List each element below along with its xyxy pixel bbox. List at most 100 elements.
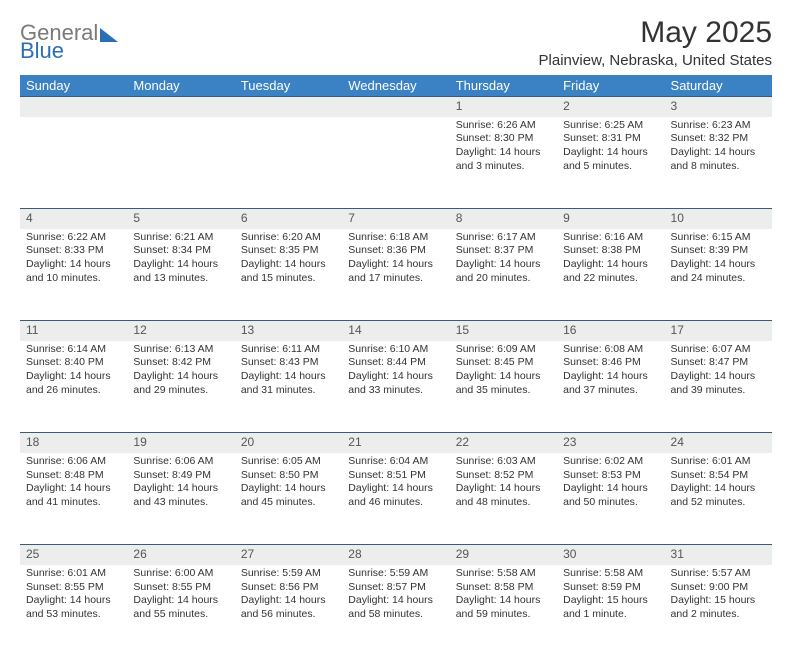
day-number-row: 123	[20, 97, 772, 117]
day-detail-cell: Sunrise: 6:13 AMSunset: 8:42 PMDaylight:…	[127, 341, 234, 433]
day-detail-cell: Sunrise: 6:23 AMSunset: 8:32 PMDaylight:…	[665, 117, 772, 209]
sunset-text: Sunset: 8:55 PM	[133, 581, 228, 595]
day-header: Sunday	[20, 75, 127, 97]
day-number-cell: 1	[450, 97, 557, 117]
daylight-text: Daylight: 14 hours	[241, 482, 336, 496]
sunset-text: Sunset: 8:48 PM	[26, 469, 121, 483]
daylight-text: Daylight: 14 hours	[456, 482, 551, 496]
sunrise-text: Sunrise: 6:01 AM	[671, 455, 766, 469]
sunrise-text: Sunrise: 6:20 AM	[241, 231, 336, 245]
day-number-cell: 26	[127, 545, 234, 565]
day-detail-cell: Sunrise: 6:26 AMSunset: 8:30 PMDaylight:…	[450, 117, 557, 209]
day-detail-cell: Sunrise: 6:10 AMSunset: 8:44 PMDaylight:…	[342, 341, 449, 433]
daylight-text: Daylight: 14 hours	[133, 370, 228, 384]
day-detail-cell: Sunrise: 6:16 AMSunset: 8:38 PMDaylight:…	[557, 229, 664, 321]
day-detail-cell: Sunrise: 6:25 AMSunset: 8:31 PMDaylight:…	[557, 117, 664, 209]
sunrise-text: Sunrise: 6:06 AM	[26, 455, 121, 469]
sunset-text: Sunset: 8:31 PM	[563, 132, 658, 146]
day-number-cell: 22	[450, 433, 557, 453]
day-header-row: Sunday Monday Tuesday Wednesday Thursday…	[20, 75, 772, 97]
daylight-text: and 33 minutes.	[348, 384, 443, 398]
daylight-text: and 46 minutes.	[348, 496, 443, 510]
daylight-text: Daylight: 15 hours	[671, 594, 766, 608]
day-number-cell: 17	[665, 321, 772, 341]
day-number-cell: 30	[557, 545, 664, 565]
sunrise-text: Sunrise: 6:06 AM	[133, 455, 228, 469]
daylight-text: and 17 minutes.	[348, 272, 443, 286]
sunrise-text: Sunrise: 5:59 AM	[241, 567, 336, 581]
day-number-cell: 4	[20, 209, 127, 229]
sunrise-text: Sunrise: 5:58 AM	[456, 567, 551, 581]
day-detail-cell: Sunrise: 6:17 AMSunset: 8:37 PMDaylight:…	[450, 229, 557, 321]
day-number-cell: 9	[557, 209, 664, 229]
sunrise-text: Sunrise: 6:26 AM	[456, 119, 551, 133]
day-detail-cell: Sunrise: 5:59 AMSunset: 8:57 PMDaylight:…	[342, 565, 449, 657]
day-detail-cell: Sunrise: 6:00 AMSunset: 8:55 PMDaylight:…	[127, 565, 234, 657]
day-number-cell: 10	[665, 209, 772, 229]
daylight-text: and 58 minutes.	[348, 608, 443, 622]
day-detail-cell: Sunrise: 6:09 AMSunset: 8:45 PMDaylight:…	[450, 341, 557, 433]
day-number-cell: 11	[20, 321, 127, 341]
day-detail-cell: Sunrise: 6:11 AMSunset: 8:43 PMDaylight:…	[235, 341, 342, 433]
sunrise-text: Sunrise: 6:18 AM	[348, 231, 443, 245]
day-detail-cell: Sunrise: 6:03 AMSunset: 8:52 PMDaylight:…	[450, 453, 557, 545]
day-detail-cell: Sunrise: 6:01 AMSunset: 8:55 PMDaylight:…	[20, 565, 127, 657]
day-header: Monday	[127, 75, 234, 97]
brand-logo: GeneralBlue	[20, 16, 118, 62]
sunset-text: Sunset: 8:50 PM	[241, 469, 336, 483]
logo-word2: Blue	[20, 40, 118, 62]
daylight-text: Daylight: 14 hours	[456, 370, 551, 384]
daylight-text: and 26 minutes.	[26, 384, 121, 398]
day-detail-cell: Sunrise: 6:04 AMSunset: 8:51 PMDaylight:…	[342, 453, 449, 545]
calendar-table: Sunday Monday Tuesday Wednesday Thursday…	[20, 75, 772, 657]
sunrise-text: Sunrise: 6:11 AM	[241, 343, 336, 357]
daylight-text: Daylight: 14 hours	[563, 258, 658, 272]
sunset-text: Sunset: 8:42 PM	[133, 356, 228, 370]
sunset-text: Sunset: 9:00 PM	[671, 581, 766, 595]
sunset-text: Sunset: 8:49 PM	[133, 469, 228, 483]
daylight-text: and 8 minutes.	[671, 160, 766, 174]
sunset-text: Sunset: 8:58 PM	[456, 581, 551, 595]
daylight-text: Daylight: 14 hours	[671, 482, 766, 496]
day-detail-cell: Sunrise: 6:02 AMSunset: 8:53 PMDaylight:…	[557, 453, 664, 545]
daylight-text: and 50 minutes.	[563, 496, 658, 510]
sunset-text: Sunset: 8:45 PM	[456, 356, 551, 370]
daylight-text: Daylight: 14 hours	[348, 258, 443, 272]
day-header: Tuesday	[235, 75, 342, 97]
day-detail-cell: Sunrise: 6:21 AMSunset: 8:34 PMDaylight:…	[127, 229, 234, 321]
sunrise-text: Sunrise: 6:23 AM	[671, 119, 766, 133]
daylight-text: Daylight: 14 hours	[26, 258, 121, 272]
sunset-text: Sunset: 8:39 PM	[671, 244, 766, 258]
sunset-text: Sunset: 8:59 PM	[563, 581, 658, 595]
daylight-text: and 13 minutes.	[133, 272, 228, 286]
day-number-cell: 27	[235, 545, 342, 565]
sunset-text: Sunset: 8:38 PM	[563, 244, 658, 258]
day-number-cell: 7	[342, 209, 449, 229]
day-detail-row: Sunrise: 6:06 AMSunset: 8:48 PMDaylight:…	[20, 453, 772, 545]
sunset-text: Sunset: 8:30 PM	[456, 132, 551, 146]
day-number-cell: 2	[557, 97, 664, 117]
calendar-page: GeneralBlue May 2025 Plainview, Nebraska…	[0, 0, 792, 667]
daylight-text: Daylight: 14 hours	[348, 594, 443, 608]
day-detail-row: Sunrise: 6:26 AMSunset: 8:30 PM Daylight:…	[20, 117, 772, 209]
daylight-text: and 5 minutes.	[563, 160, 658, 174]
sunset-text: Sunset: 8:55 PM	[26, 581, 121, 595]
sunset-text: Sunset: 8:33 PM	[26, 244, 121, 258]
sunrise-text: Sunrise: 5:59 AM	[348, 567, 443, 581]
daylight-text: Daylight: 14 hours	[456, 258, 551, 272]
daylight-text: Daylight: 14 hours	[563, 370, 658, 384]
sunset-text: Sunset: 8:51 PM	[348, 469, 443, 483]
sunrise-text: Sunrise: 6:09 AM	[456, 343, 551, 357]
daylight-text: and 20 minutes.	[456, 272, 551, 286]
day-detail-cell: Sunrise: 6:01 AMSunset: 8:54 PMDaylight:…	[665, 453, 772, 545]
daylight-text: Daylight: 14 hours	[563, 146, 658, 160]
sunrise-text: Sunrise: 6:00 AM	[133, 567, 228, 581]
day-detail-cell: Sunrise: 6:18 AMSunset: 8:36 PMDaylight:…	[342, 229, 449, 321]
day-header: Thursday	[450, 75, 557, 97]
sunset-text: Sunset: 8:46 PM	[563, 356, 658, 370]
daylight-text: and 37 minutes.	[563, 384, 658, 398]
sunset-text: Sunset: 8:40 PM	[26, 356, 121, 370]
daylight-text: and 24 minutes.	[671, 272, 766, 286]
daylight-text: and 10 minutes.	[26, 272, 121, 286]
day-number-row: 25262728293031	[20, 545, 772, 565]
